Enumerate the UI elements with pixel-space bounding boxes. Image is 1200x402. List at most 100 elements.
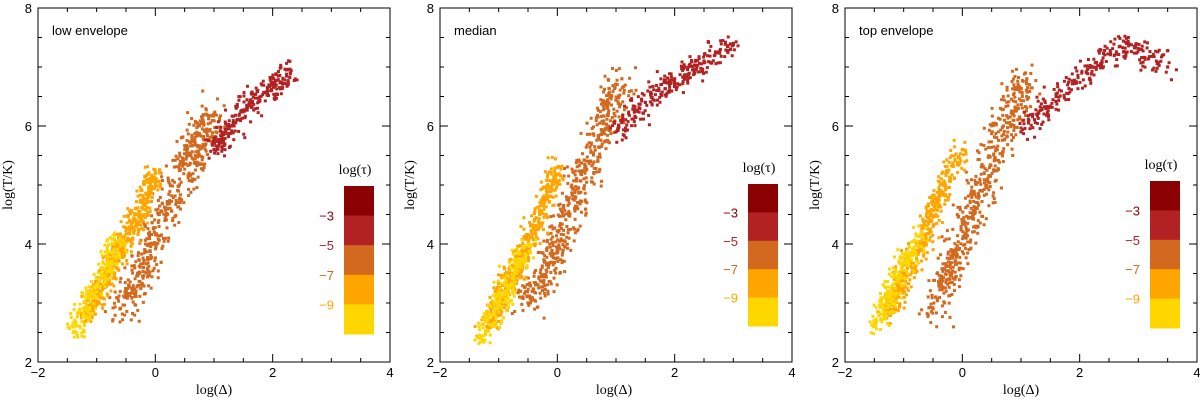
scatter-mark [144, 208, 148, 212]
scatter-mark [616, 102, 620, 106]
scatter-mark [974, 182, 978, 186]
scatter-mark [582, 177, 586, 181]
scatter-mark [639, 97, 643, 101]
scatter-mark [989, 140, 993, 144]
scatter-mark [716, 61, 720, 65]
scatter-mark [502, 281, 506, 285]
scatter-mark [496, 291, 500, 295]
scatter-mark [721, 39, 725, 43]
scatter-mark [195, 126, 199, 130]
scatter-mark [546, 283, 550, 287]
scatter-mark [948, 257, 952, 261]
scatter-mark [658, 95, 662, 99]
scatter-mark [204, 112, 208, 116]
scatter-mark [123, 313, 127, 317]
y-tick-label: 8 [427, 1, 434, 16]
scatter-mark [158, 204, 162, 208]
scatter-mark [967, 248, 971, 252]
scatter-mark [253, 92, 257, 96]
scatter-mark [121, 256, 125, 260]
scatter-mark [160, 175, 164, 179]
scatter-mark [193, 143, 197, 147]
scatter-mark [592, 133, 596, 137]
scatter-mark [91, 311, 95, 315]
scatter-mark [874, 305, 878, 309]
scatter-mark [71, 321, 75, 325]
scatter-mark [539, 224, 543, 228]
scatter-mark [545, 247, 549, 251]
x-tick-label: −2 [31, 365, 46, 380]
scatter-mark [292, 78, 296, 82]
scatter-mark [655, 98, 659, 102]
scatter-mark [1034, 108, 1038, 112]
scatter-mark [883, 280, 887, 284]
scatter-mark [991, 121, 995, 125]
scatter-mark [125, 221, 129, 225]
scatter-mark [144, 212, 148, 216]
scatter-mark [134, 291, 138, 295]
scatter-mark [578, 160, 582, 164]
scatter-mark [101, 287, 105, 291]
scatter-mark [86, 308, 90, 312]
scatter-mark [871, 325, 875, 329]
scatter-mark [134, 207, 138, 211]
scatter-mark [573, 217, 577, 221]
scatter-mark [1164, 70, 1168, 74]
scatter-mark [108, 250, 112, 254]
scatter-mark [520, 275, 524, 279]
scatter-mark [886, 304, 890, 308]
scatter-mark [951, 256, 955, 260]
scatter-mark [621, 100, 625, 104]
scatter-mark [663, 79, 667, 83]
scatter-mark [278, 73, 282, 77]
scatter-mark [484, 332, 488, 336]
scatter-mark [128, 238, 132, 242]
scatter-mark [530, 289, 534, 293]
scatter-mark [140, 206, 144, 210]
scatter-mark [936, 190, 940, 194]
scatter-mark [938, 296, 942, 300]
scatter-mark [156, 211, 160, 215]
scatter-mark [546, 197, 550, 201]
scatter-mark [556, 182, 560, 186]
scatter-mark [570, 167, 574, 171]
scatter-mark [118, 242, 122, 246]
scatter-mark [143, 223, 147, 227]
scatter-mark [639, 117, 643, 121]
scatter-mark [907, 263, 911, 267]
scatter-mark [1138, 58, 1142, 62]
scatter-mark [502, 274, 506, 278]
scatter-mark [134, 200, 138, 204]
scatter-mark [191, 172, 195, 176]
scatter-mark [931, 225, 935, 229]
scatter-mark [1086, 57, 1090, 61]
scatter-mark [957, 261, 961, 265]
scatter-mark [186, 111, 190, 115]
scatter-mark [176, 189, 180, 193]
scatter-mark [160, 201, 164, 205]
scatter-mark [726, 49, 730, 53]
scatter-mark [84, 304, 88, 308]
scatter-mark [123, 248, 127, 252]
scatter-mark [116, 232, 120, 236]
scatter-mark [277, 70, 281, 74]
scatter-mark [981, 164, 985, 168]
scatter-mark [610, 66, 614, 70]
scatter-mark [946, 250, 950, 254]
scatter-mark [1020, 79, 1024, 83]
scatter-mark [178, 159, 182, 163]
scatter-mark [606, 138, 610, 142]
scatter-mark [201, 155, 205, 159]
scatter-mark [183, 167, 187, 171]
scatter-mark [497, 273, 501, 277]
scatter-mark [132, 216, 136, 220]
scatter-mark [103, 262, 107, 266]
scatter-mark [151, 269, 155, 273]
scatter-mark [193, 140, 197, 144]
scatter-mark [994, 131, 998, 135]
scatter-mark [941, 170, 945, 174]
scatter-mark [1051, 98, 1055, 102]
scatter-mark [543, 170, 547, 174]
scatter-mark [609, 97, 613, 101]
scatter-mark [142, 284, 146, 288]
